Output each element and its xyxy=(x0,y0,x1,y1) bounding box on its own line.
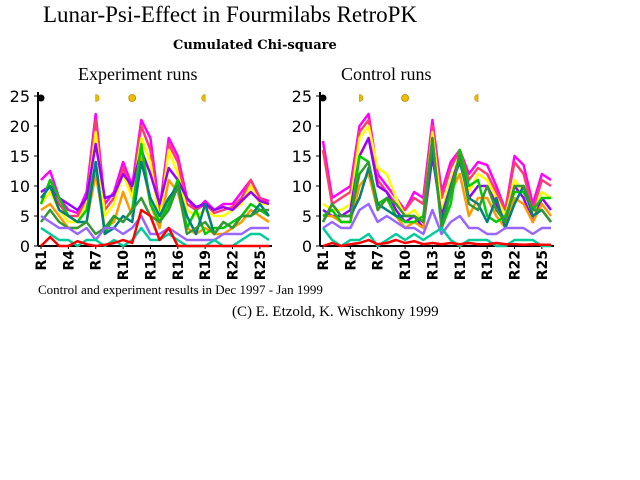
y-tick-label: 10 xyxy=(292,177,312,196)
y-tick-label: 5 xyxy=(302,207,312,226)
y-tick-label: 25 xyxy=(292,87,312,106)
x-tick-label: R13 xyxy=(143,250,159,280)
y-tick-label: 10 xyxy=(10,177,30,196)
x-tick-label: R16 xyxy=(171,250,187,280)
series-line-s8 xyxy=(40,184,269,236)
x-tick-label: R7 xyxy=(89,250,105,271)
y-tick-label: 20 xyxy=(292,117,312,136)
x-tick-label: R22 xyxy=(226,250,242,280)
y-tick-label: 0 xyxy=(20,237,30,256)
x-tick-label: R1 xyxy=(316,250,332,271)
new-moon-marker xyxy=(37,94,45,102)
subtitle: Cumulated Chi-square xyxy=(173,38,337,53)
y-tick-label: 5 xyxy=(20,207,30,226)
caption: Control and experiment results in Dec 19… xyxy=(38,282,323,297)
x-tick-label: R16 xyxy=(453,250,469,280)
x-tick-label: R19 xyxy=(480,250,496,280)
x-tick-label: R7 xyxy=(371,250,387,271)
x-tick-label: R25 xyxy=(535,250,551,280)
x-tick-label: R4 xyxy=(343,250,359,271)
series-line-s11 xyxy=(322,238,551,248)
copyright: (C) E. Etzold, K. Wischkony 1999 xyxy=(232,304,439,320)
new-moon-marker xyxy=(319,94,327,102)
y-tick-label: 20 xyxy=(10,117,30,136)
experiment-runs-chart: 0 5 10 15 20 25 R1 R4 R7 R10 R13 R16 R19 R22 R25 xyxy=(10,87,272,280)
series-line-s8 xyxy=(321,136,552,230)
series-line-s9 xyxy=(40,214,269,242)
main-title: Lunar-Psi-Effect in Fourmilabs RetroPK xyxy=(43,2,418,27)
x-tick-label: R10 xyxy=(116,250,132,280)
experiment-chart-title: Experiment runs xyxy=(78,64,198,84)
series-line-s2 xyxy=(40,118,270,218)
last-quarter-moon-marker xyxy=(474,94,479,102)
y-tick-label: 0 xyxy=(302,237,312,256)
x-tick-label: R4 xyxy=(61,250,77,271)
series-line-s6 xyxy=(39,142,270,236)
full-moon-marker xyxy=(401,94,409,102)
series-line-s11 xyxy=(40,208,269,248)
y-tick-label: 15 xyxy=(292,147,312,166)
x-tick-label: R19 xyxy=(198,250,214,280)
y-tick-label: 25 xyxy=(10,87,30,106)
first-quarter-moon-marker xyxy=(359,94,364,102)
last-quarter-moon-marker xyxy=(201,94,206,102)
y-tick-label: 15 xyxy=(10,147,30,166)
x-tick-label: R22 xyxy=(508,250,524,280)
series-line-s10 xyxy=(322,226,551,248)
series-line-s9 xyxy=(322,202,551,236)
x-tick-label: R10 xyxy=(398,250,414,280)
x-tick-label: R25 xyxy=(253,250,269,280)
series-line-s4 xyxy=(40,142,270,212)
x-tick-label: R13 xyxy=(425,250,441,280)
first-quarter-moon-marker xyxy=(95,94,100,102)
full-moon-marker xyxy=(128,94,137,102)
control-runs-chart: 0 5 10 15 20 25 R1 R4 R7 R10 R13 R16 R19 R22 R25 xyxy=(292,87,554,280)
x-tick-label: R1 xyxy=(34,250,50,271)
control-chart-title: Control runs xyxy=(341,64,432,84)
